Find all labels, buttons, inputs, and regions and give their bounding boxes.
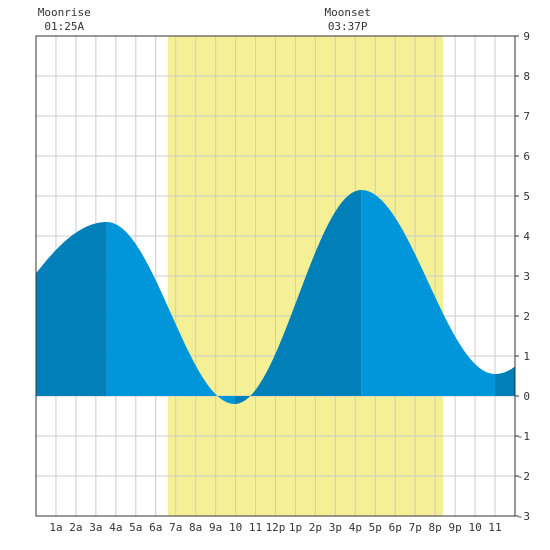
y-tick-label: 1 — [523, 350, 530, 363]
x-tick-label: 5a — [129, 521, 142, 534]
x-tick-label: 8a — [189, 521, 202, 534]
y-tick-label: 5 — [523, 190, 530, 203]
moon-event-time: 03:37P — [328, 20, 368, 33]
y-tick-label: 0 — [523, 390, 530, 403]
x-tick-label: 7a — [169, 521, 182, 534]
y-tick-label: 4 — [523, 230, 530, 243]
y-tick-label: -3 — [517, 510, 530, 523]
y-tick-label: 7 — [523, 110, 530, 123]
y-tick-label: 6 — [523, 150, 530, 163]
y-tick-label: 3 — [523, 270, 530, 283]
x-tick-label: 9a — [209, 521, 222, 534]
x-tick-label: 5p — [369, 521, 382, 534]
x-tick-label: 1p — [289, 521, 302, 534]
y-tick-label: -2 — [517, 470, 530, 483]
x-tick-label: 3p — [329, 521, 342, 534]
moon-event-label: Moonrise — [38, 6, 91, 19]
x-tick-label: 8p — [429, 521, 442, 534]
x-tick-label: 6a — [149, 521, 162, 534]
y-tick-label: 9 — [523, 30, 530, 43]
x-tick-label: 9p — [449, 521, 462, 534]
x-tick-label: 12p — [266, 521, 286, 534]
tide-area-falling — [361, 190, 496, 396]
x-tick-label: 10 — [229, 521, 242, 534]
moon-event-time: 01:25A — [44, 20, 84, 33]
x-tick-label: 7p — [409, 521, 422, 534]
x-tick-label: 2p — [309, 521, 322, 534]
x-tick-label: 4p — [349, 521, 362, 534]
tide-area-rising — [36, 222, 107, 396]
x-tick-label: 3a — [89, 521, 102, 534]
moon-event-label: Moonset — [325, 6, 371, 19]
tide-area-rising — [495, 366, 515, 396]
x-tick-label: 1a — [49, 521, 62, 534]
x-tick-label: 6p — [389, 521, 402, 534]
x-tick-label: 4a — [109, 521, 122, 534]
y-tick-label: 8 — [523, 70, 530, 83]
x-tick-label: 11 — [249, 521, 262, 534]
y-tick-label: 2 — [523, 310, 530, 323]
x-tick-label: 11 — [488, 521, 501, 534]
tide-area-rising — [234, 190, 362, 404]
y-tick-label: -1 — [517, 430, 530, 443]
x-tick-label: 2a — [69, 521, 82, 534]
x-tick-label: 10 — [468, 521, 481, 534]
tide-area-falling — [106, 222, 235, 404]
